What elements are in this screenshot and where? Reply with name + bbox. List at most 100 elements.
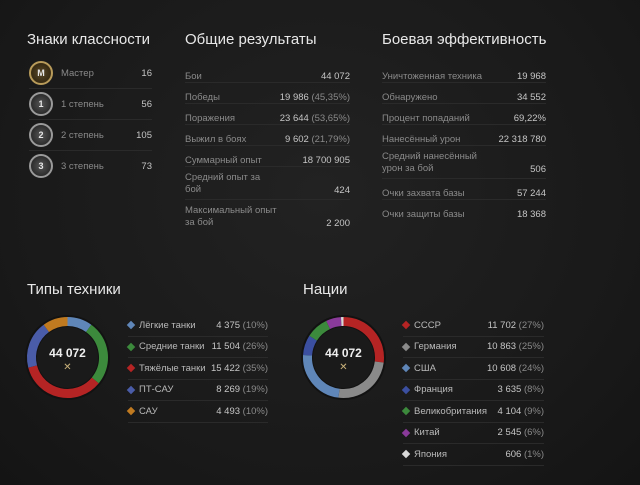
legend-item-france: Франция 3 635 (8%) [401,380,544,401]
class-1-badge-icon: 1 [29,92,53,116]
badge-label: 3 степень [61,160,104,172]
stat-value: 18 368 [516,209,546,220]
donut-slice-4 [43,317,68,333]
badge-count: 73 [141,160,152,172]
nations-donut-chart [301,315,386,400]
tank-destroyer-icon [126,385,136,394]
legend-item-usa: США 10 608 (24%) [401,358,544,380]
vehicle-types-donut-chart [25,315,110,400]
combat-table: Уничтоженная техника 19 968 Обнаружено 34 … [382,62,546,220]
badges-list: M Мастер 16 1 1 степень 56 2 2 степень 1… [29,58,152,181]
japan-icon [401,450,411,459]
stat-label: Выжил в боях [185,134,247,145]
legend-item-spg: САУ 4 493 (10%) [126,401,268,423]
badge-row-class-1: 1 1 степень 56 [29,89,152,120]
stat-value: 22 318 780 [498,134,546,145]
stat-label: Поражения [185,113,236,124]
stat-label: Процент попаданий [382,113,470,124]
legend-item-heavy-tanks: Тяжёлые танки 15 422 (35%) [126,358,268,380]
vehicle-types-title: Типы техники [27,281,121,298]
stat-label: Уничтоженная техника [382,71,483,82]
stat-value: 9 602 (21,79%) [285,134,350,145]
vehicle-types-legend: Лёгкие танки 4 375 (10%) Средние танки 11 … [126,315,268,423]
nations-legend: СССР 11 702 (27%) Германия 10 863 (25%) СШ… [401,315,544,466]
ussr-icon [401,321,411,330]
stat-value: 2 200 [326,218,350,229]
donut-slice-2 [303,354,340,398]
vehicle-types-total: 44 072 [49,346,86,360]
donut-slice-3 [303,335,318,356]
stat-label: Бои [185,71,202,82]
combat-title: Боевая эффективность [382,31,547,48]
crossed-swords-icon: ✕ [63,362,72,373]
class-2-badge-icon: 2 [29,123,53,147]
overall-title: Общие результаты [185,31,317,48]
overall-row: Выжил в боях 9 602 (21,79%) [185,125,350,146]
donut-slice-2 [28,365,99,398]
badge-row-class-2: 2 2 степень 105 [29,120,152,151]
stat-label: Обнаружено [382,92,438,103]
france-icon [401,385,411,394]
donut-hole [313,327,374,388]
light-tank-icon [126,321,136,330]
master-badge-icon: M [29,61,53,85]
stat-value: 23 644 (53,65%) [279,113,350,124]
combat-row: Очки защиты базы 18 368 [382,200,546,220]
legend-item-uk: Великобритания 4 104 (9%) [401,401,544,423]
overall-row: Средний опыт за бой 424 [185,167,350,200]
legend-item-ussr: СССР 11 702 (27%) [401,315,544,337]
combat-row: Очки захвата базы 57 244 [382,179,546,200]
stat-label: Средний опыт за бой [185,172,261,195]
stat-value: 34 552 [516,92,546,103]
stat-value: 424 [334,185,350,196]
stat-label: Очки захвата базы [382,188,465,199]
badge-row-class-3: 3 3 степень 73 [29,151,152,181]
stat-value: 69,22% [513,113,546,124]
overall-row: Поражения 23 644 (53,65%) [185,104,350,125]
nations-total: 44 072 [325,346,362,360]
badge-count: 16 [141,67,152,79]
combat-row: Средний нанесённый урон за бой 506 [382,146,546,179]
donut-slice-0 [343,317,384,363]
donut-slice-4 [309,320,331,341]
legend-item-medium-tanks: Средние танки 11 504 (26%) [126,337,268,358]
nations-donut: 44 072 ✕ [301,315,386,400]
badge-row-master: M Мастер 16 [29,58,152,89]
combat-row: Процент попаданий 69,22% [382,104,546,125]
stat-label: Очки защиты базы [382,209,465,220]
stat-label: Победы [185,92,220,103]
donut-slice-1 [85,324,108,384]
combat-row: Нанесённый урон 22 318 780 [382,125,546,146]
badge-label: Мастер [61,67,94,79]
combat-row: Обнаружено 34 552 [382,83,546,104]
medium-tank-icon [126,342,136,351]
donut-slice-0 [67,317,92,333]
combat-row: Уничтоженная техника 19 968 [382,62,546,83]
badge-label: 2 степень [61,129,104,141]
stat-value: 506 [530,164,546,175]
overall-row: Бои 44 072 [185,62,350,83]
overall-row: Победы 19 986 (45,35%) [185,83,350,104]
overall-row: Максимальный опыт за бой 2 200 [185,200,350,232]
legend-item-light-tanks: Лёгкие танки 4 375 (10%) [126,315,268,337]
stat-value: 57 244 [516,188,546,199]
germany-icon [401,342,411,351]
stat-label: Средний нанесённый урон за бой [382,151,477,174]
legend-item-china: Китай 2 545 (6%) [401,423,544,444]
class-3-badge-icon: 3 [29,154,53,178]
donut-slice-5 [326,317,342,330]
stat-value: 19 986 (45,35%) [279,92,350,103]
legend-item-tank-destroyers: ПТ-САУ 8 269 (19%) [126,380,268,401]
usa-icon [401,364,411,373]
badge-label: 1 степень [61,98,104,110]
stat-label: Нанесённый урон [382,134,461,145]
badges-title: Знаки классности [27,31,150,48]
donut-slice-3 [27,324,50,368]
vehicle-types-donut: 44 072 ✕ [25,315,110,400]
stat-value: 44 072 [320,71,350,82]
nations-title: Нации [303,281,348,298]
overall-row: Суммарный опыт 18 700 905 [185,146,350,167]
stat-label: Суммарный опыт [185,155,262,166]
overall-table: Бои 44 072 Победы 19 986 (45,35%) Поражени… [185,62,350,232]
stat-value: 18 700 905 [302,155,350,166]
